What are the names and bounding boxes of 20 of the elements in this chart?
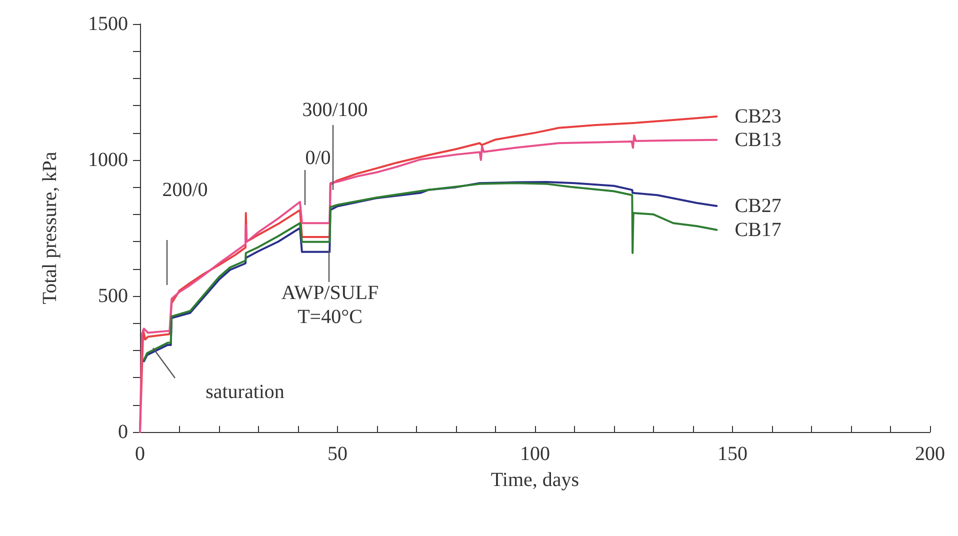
x-axis-title: Time, days [490, 469, 580, 491]
annotation: 200/0 [162, 179, 208, 201]
series-label: CB17 [734, 218, 782, 241]
y-axis-title: Total pressure, kPa [39, 152, 61, 304]
y-tick-label: 1500 [88, 13, 128, 35]
annotation: AWP/SULF T=40°C [281, 282, 379, 328]
annotation: saturation [206, 381, 284, 403]
series-label: CB23 [734, 105, 782, 128]
x-tick-label: 200 [915, 443, 945, 465]
annotation: 0/0 [305, 147, 331, 169]
x-tick-label: 150 [718, 443, 748, 465]
x-tick-label: 50 [328, 443, 348, 465]
y-tick-label: 0 [118, 421, 128, 443]
series-label: CB27 [734, 194, 782, 217]
x-tick-label: 0 [135, 443, 145, 465]
y-tick-label: 1000 [88, 149, 128, 171]
y-tick-label: 500 [98, 285, 128, 307]
x-tick-label: 100 [520, 443, 550, 465]
annotation: 300/100 [302, 99, 368, 121]
series-label: CB13 [734, 128, 782, 151]
